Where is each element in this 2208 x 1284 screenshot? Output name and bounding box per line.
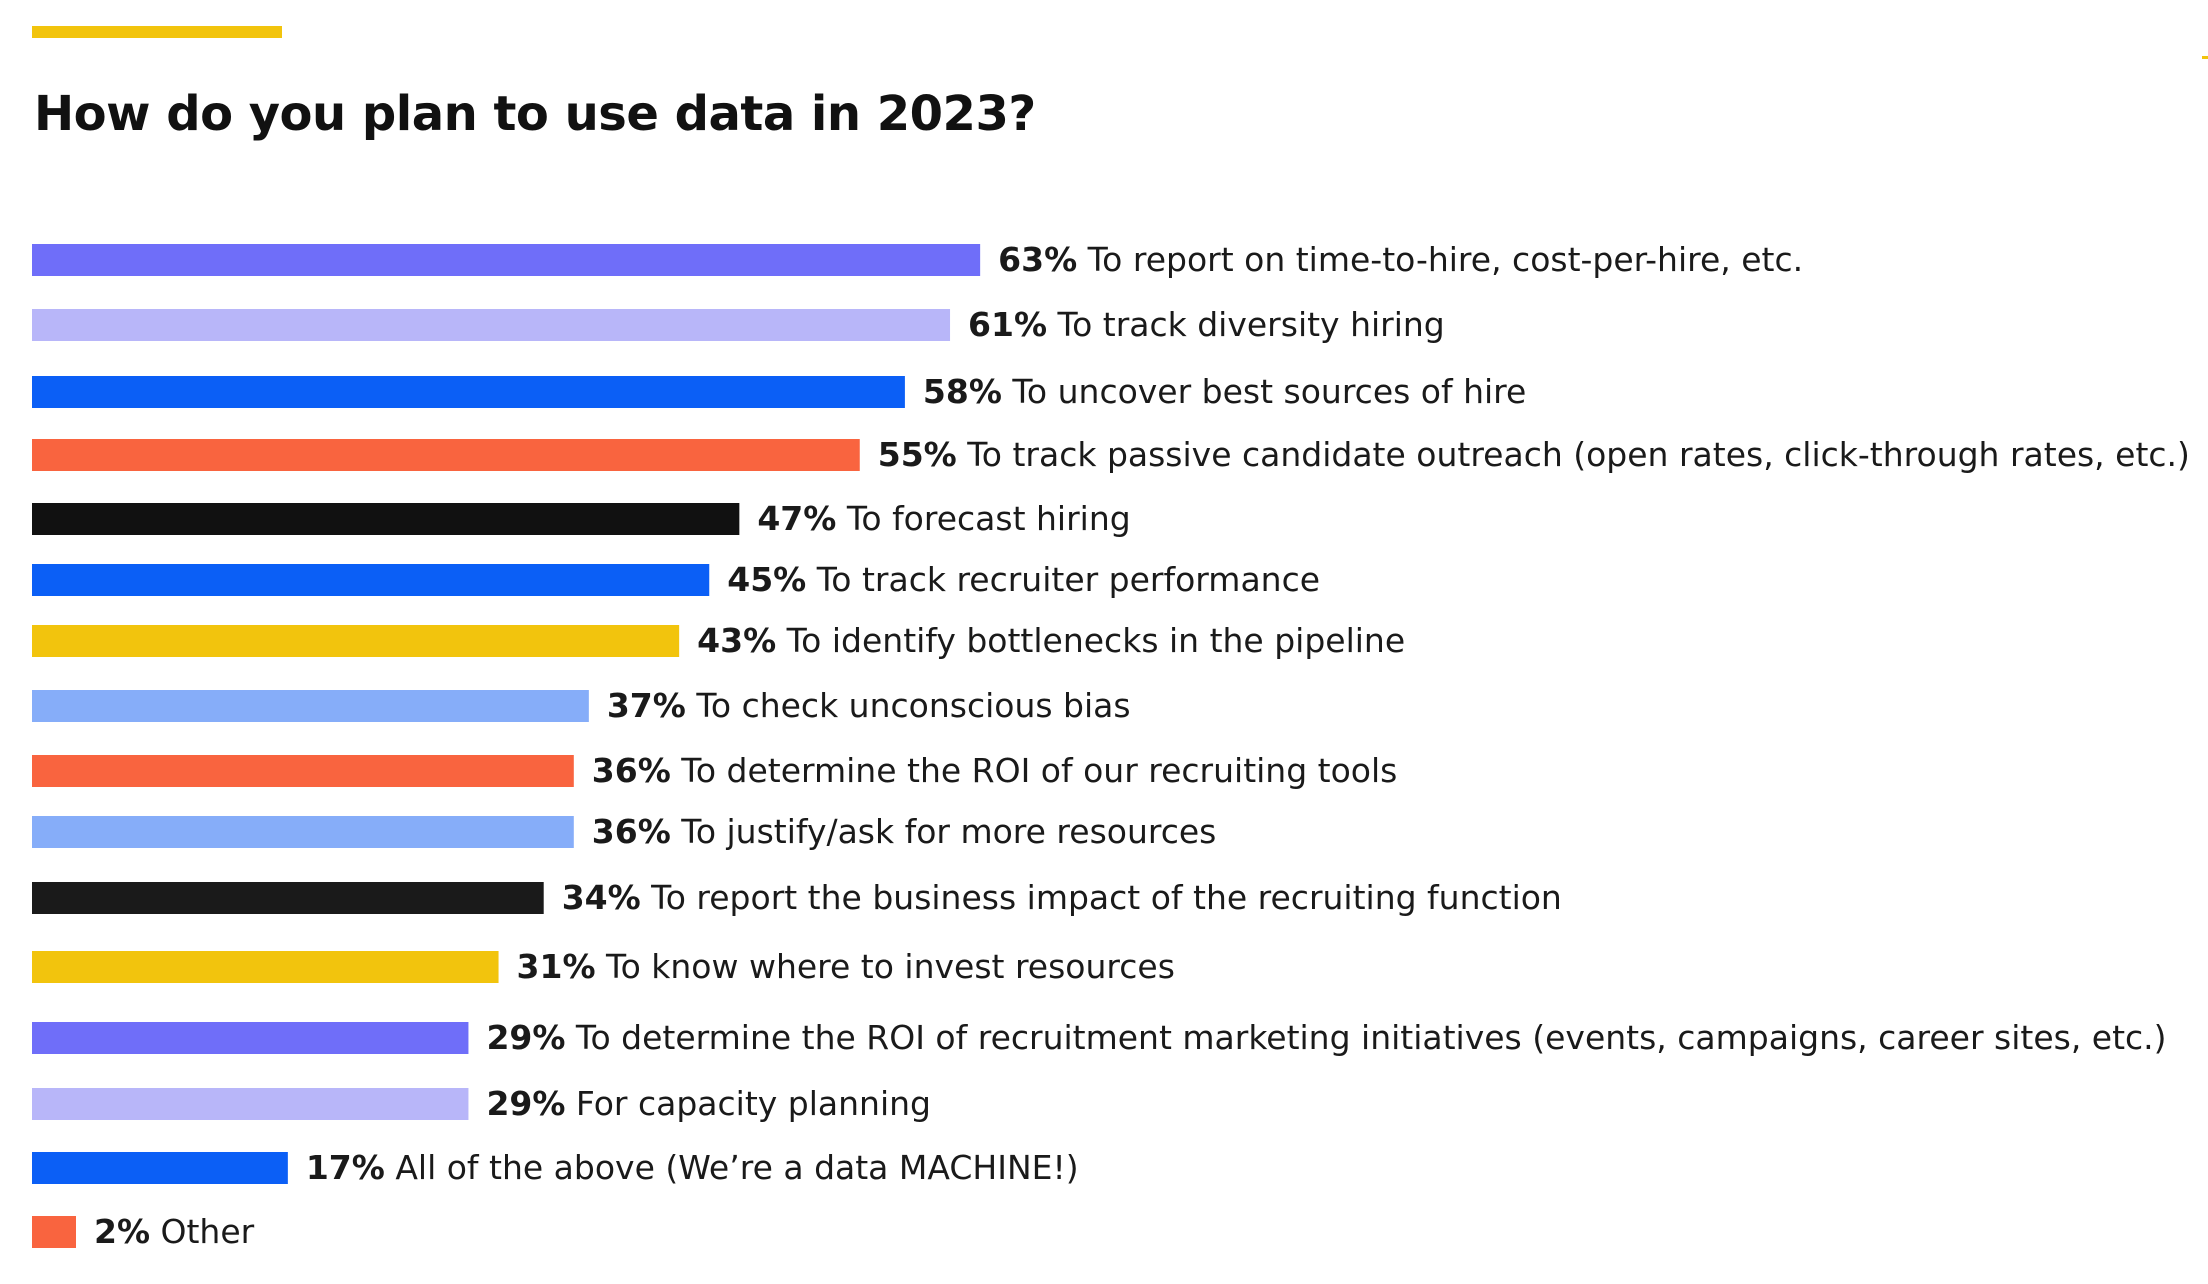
bar-13: [32, 1022, 469, 1054]
bar-label-14: 29% For capacity planning: [486, 1084, 931, 1123]
bar-value-label: 55%: [878, 435, 957, 474]
bar-value-label: 47%: [757, 499, 836, 538]
bar-12: [32, 951, 499, 983]
bar-4: [32, 439, 860, 471]
bar-category-label: To justify/ask for more resources: [671, 812, 1217, 851]
bar-category-label: For capacity planning: [565, 1084, 931, 1123]
bar-value-label: 36%: [592, 751, 671, 790]
bar-label-10: 36% To justify/ask for more resources: [592, 812, 1217, 851]
bar-category-label: To report the business impact of the rec…: [641, 878, 1562, 917]
bar-label-4: 55% To track passive candidate outreach …: [878, 435, 2190, 474]
bar-category-label: To check unconscious bias: [686, 686, 1131, 725]
accent-rule: [32, 26, 282, 38]
bar-value-label: 29%: [486, 1018, 565, 1057]
bar-category-label: To uncover best sources of hire: [1002, 372, 1526, 411]
bar-6: [32, 564, 710, 596]
bar-label-9: 36% To determine the ROI of our recruiti…: [592, 751, 1398, 790]
bar-category-label: To forecast hiring: [836, 499, 1130, 538]
bar-category-label: To report on time-to-hire, cost-per-hire…: [1077, 240, 1803, 279]
bar-category-label: All of the above (We’re a data MACHINE!): [385, 1148, 1079, 1187]
chart-title: How do you plan to use data in 2023?: [34, 86, 1036, 142]
corner-accent-mark: [2202, 56, 2208, 59]
bar-value-label: 31%: [517, 947, 596, 986]
bar-label-5: 47% To forecast hiring: [757, 499, 1130, 538]
bar-value-label: 34%: [562, 878, 641, 917]
bar-category-label: To track diversity hiring: [1047, 305, 1445, 344]
bar-label-3: 58% To uncover best sources of hire: [923, 372, 1526, 411]
bar-value-label: 45%: [727, 560, 806, 599]
bar-category-label: To determine the ROI of our recruiting t…: [671, 751, 1398, 790]
bar-9: [32, 755, 574, 787]
bar-category-label: To track recruiter performance: [806, 560, 1320, 599]
bar-category-label: To determine the ROI of recruitment mark…: [565, 1018, 2166, 1057]
bar-label-8: 37% To check unconscious bias: [607, 686, 1131, 725]
bar-7: [32, 625, 680, 657]
bar-5: [32, 503, 740, 535]
bar-value-label: 37%: [607, 686, 686, 725]
bar-label-2: 61% To track diversity hiring: [968, 305, 1445, 344]
bar-category-label: To track passive candidate outreach (ope…: [957, 435, 2190, 474]
bar-15: [32, 1152, 288, 1184]
bar-value-label: 61%: [968, 305, 1047, 344]
bar-1: [32, 244, 981, 276]
bar-14: [32, 1088, 469, 1120]
bar-value-label: 43%: [697, 621, 776, 660]
bar-2: [32, 309, 951, 341]
bar-label-6: 45% To track recruiter performance: [727, 560, 1320, 599]
bar-value-label: 58%: [923, 372, 1002, 411]
bar-value-label: 63%: [998, 240, 1077, 279]
bar-11: [32, 882, 544, 914]
bar-label-7: 43% To identify bottlenecks in the pipel…: [697, 621, 1405, 660]
bar-label-16: 2% Other: [94, 1212, 255, 1251]
bar-10: [32, 816, 574, 848]
bar-label-13: 29% To determine the ROI of recruitment …: [486, 1018, 2166, 1057]
bar-8: [32, 690, 589, 722]
bar-category-label: To identify bottlenecks in the pipeline: [776, 621, 1405, 660]
bar-label-15: 17% All of the above (We’re a data MACHI…: [306, 1148, 1079, 1187]
bar-label-12: 31% To know where to invest resources: [517, 947, 1175, 986]
bar-label-1: 63% To report on time-to-hire, cost-per-…: [998, 240, 1803, 279]
bar-label-11: 34% To report the business impact of the…: [562, 878, 1562, 917]
bar-value-label: 29%: [486, 1084, 565, 1123]
bar-value-label: 17%: [306, 1148, 385, 1187]
bar-value-label: 36%: [592, 812, 671, 851]
bar-16: [32, 1216, 76, 1248]
bar-category-label: To know where to invest resources: [596, 947, 1175, 986]
bar-category-label: Other: [150, 1212, 255, 1251]
bar-3: [32, 376, 905, 408]
bar-value-label: 2%: [94, 1212, 150, 1251]
